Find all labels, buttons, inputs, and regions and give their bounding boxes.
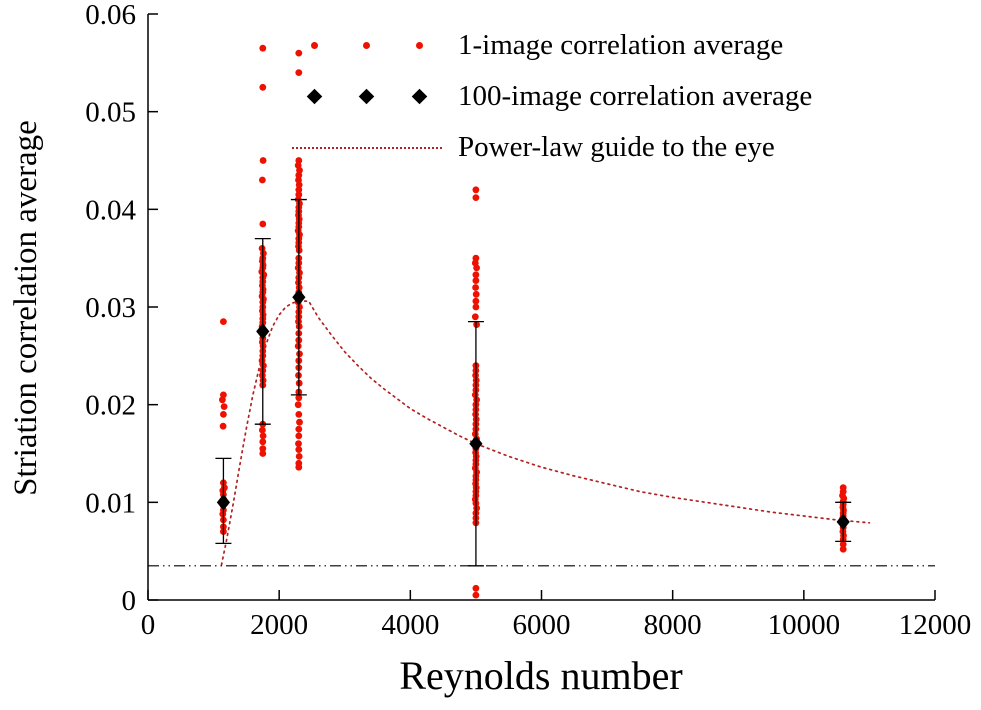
svg-text:4000: 4000: [381, 609, 439, 641]
legend-item-power-law: Power-law guide to the eye: [288, 122, 812, 173]
legend-label: 1-image correlation average: [458, 29, 784, 61]
svg-text:0.06: 0.06: [85, 0, 136, 31]
legend-label: Power-law guide to the eye: [458, 131, 775, 163]
svg-text:8000: 8000: [644, 609, 702, 641]
x-axis-ticks: 0 2000 4000 6000 8000 10000 12000: [141, 590, 972, 641]
dotted-line-icon: [288, 146, 446, 149]
legend-item-1-image: 1-image correlation average: [288, 20, 812, 71]
legend: 1-image correlation average 100-image co…: [288, 20, 812, 173]
svg-text:0: 0: [122, 585, 137, 617]
legend-label: 100-image correlation average: [458, 80, 813, 112]
svg-text:12000: 12000: [899, 609, 972, 641]
svg-text:0.04: 0.04: [85, 194, 136, 226]
x-axis-title: Reynolds number: [399, 653, 683, 698]
svg-text:6000: 6000: [513, 609, 571, 641]
red-dot-marker-icon: [288, 42, 446, 49]
y-axis-ticks: 0 0.01 0.02 0.03 0.04 0.05 0.06: [85, 0, 158, 617]
svg-text:2000: 2000: [250, 609, 308, 641]
svg-text:0.01: 0.01: [85, 487, 136, 519]
error-bars: [215, 198, 852, 567]
legend-item-100-image: 100-image correlation average: [288, 71, 812, 122]
svg-text:0.02: 0.02: [85, 390, 136, 422]
svg-text:10000: 10000: [768, 609, 841, 641]
svg-text:0.03: 0.03: [85, 292, 136, 324]
black-diamond-marker-icon: [288, 88, 446, 105]
svg-text:0: 0: [141, 609, 156, 641]
svg-text:0.05: 0.05: [85, 97, 136, 129]
y-axis-title: Striation correlation average: [8, 120, 44, 496]
diamond-points: [216, 289, 850, 531]
power-law-curve: [220, 300, 871, 566]
